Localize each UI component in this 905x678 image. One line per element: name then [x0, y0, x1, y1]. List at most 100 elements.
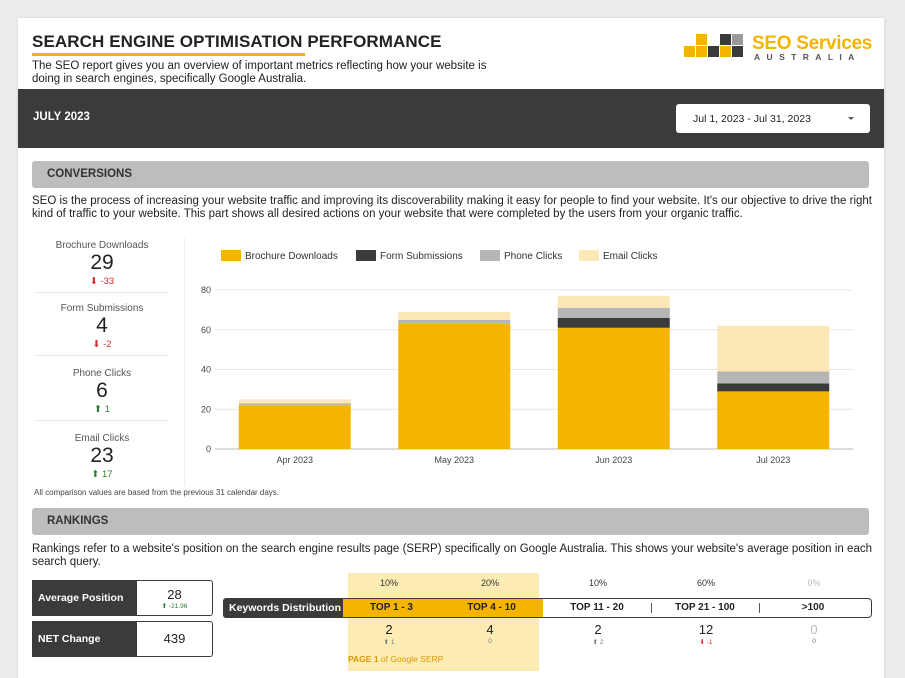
rankings-heading: RANKINGS [32, 508, 869, 535]
comparison-footnote: All comparison values are based from the… [34, 488, 280, 497]
legend-swatch [356, 250, 376, 261]
y-tick-label: 80 [201, 285, 211, 295]
bucket-count: 2 [594, 622, 602, 637]
legend-swatch [480, 250, 500, 261]
bar-segment [557, 317, 670, 328]
average-position-label: Average Position [32, 580, 142, 616]
bar-segment [238, 403, 351, 406]
chevron-down-icon[interactable] [848, 117, 854, 120]
logo-subtitle: AUSTRALIA [754, 52, 861, 62]
period-bar: JULY 2023 Jul 1, 2023 - Jul 31, 2023 [18, 89, 884, 148]
average-position-value-box: 28 ⬆ -21.96 [136, 580, 213, 616]
arrow-down-icon: ⬇ [92, 339, 101, 350]
bucket-delta: ⬇ -1 [699, 639, 713, 646]
legend-label: Email Clicks [603, 251, 657, 262]
bucket-delta: ⬆ 2 [592, 639, 604, 646]
keywords-distribution-buckets: TOP 1 - 3 TOP 4 - 10 TOP 11 - 20 TOP 21 … [343, 598, 872, 618]
bucket-count: 4 [486, 622, 494, 637]
bucket-percentage: 10% [379, 578, 398, 588]
y-tick-label: 40 [201, 365, 211, 375]
bar-segment [557, 307, 670, 318]
kpi-phone-clicks: Phone Clicks 6 ⬆ 1 [36, 363, 168, 421]
x-tick-label: Apr 2023 [276, 455, 313, 465]
arrow-down-icon: ⬇ [89, 276, 98, 287]
conversions-description: SEO is the process of increasing your we… [32, 195, 872, 220]
bucket-top-21-100: TOP 21 - 100 [675, 602, 735, 613]
date-range-value: Jul 1, 2023 - Jul 31, 2023 [693, 112, 811, 125]
average-position-delta: ⬆ -21.96 [161, 603, 188, 610]
kpi-label: Email Clicks [74, 433, 130, 444]
bar-segment [717, 325, 830, 372]
x-tick-label: May 2023 [434, 455, 474, 465]
kpi-delta: ⬇ -33 [89, 276, 115, 287]
bucket-delta: ⬆ 1 [383, 639, 395, 646]
kpi-label: Brochure Downloads [55, 240, 149, 251]
net-change-label: NET Change [32, 621, 142, 657]
bucket-percentage: 60% [696, 578, 715, 588]
bucket-top-11-20: TOP 11 - 20 [570, 602, 624, 613]
kpi-label: Form Submissions [60, 303, 144, 314]
legend-label: Phone Clicks [504, 251, 562, 262]
kpi-form-submissions: Form Submissions 4 ⬇ -2 [36, 298, 168, 356]
kpi-value: 4 [96, 314, 108, 337]
kpi-delta: ⬆ 17 [91, 469, 113, 480]
date-range-picker[interactable]: Jul 1, 2023 - Jul 31, 2023 [676, 104, 870, 133]
bucket-percentage: 20% [480, 578, 499, 588]
bar-segment [398, 319, 511, 324]
legend-label: Brochure Downloads [245, 251, 338, 262]
bar-segment [717, 371, 830, 384]
report-title: SEARCH ENGINE OPTIMISATION PERFORMANCE [32, 32, 442, 51]
report-month: JULY 2023 [33, 111, 90, 123]
serp-page-note: PAGE 1 of Google SERP [348, 654, 444, 664]
bucket-delta: 0 [812, 638, 816, 645]
kpi-delta: ⬆ 1 [94, 404, 110, 415]
bucket-count: 2 [385, 622, 393, 637]
bar-segment [238, 405, 351, 449]
bucket-top-4-10: TOP 4 - 10 [440, 599, 543, 617]
bar-segment [398, 323, 511, 449]
legend-swatch [221, 250, 241, 261]
y-tick-label: 20 [201, 404, 211, 414]
conversions-chart-svg: 0 20 40 60 80 Apr 2023 May 2023 Jun 2023 Jul 202… [201, 250, 853, 465]
kpi-delta: ⬇ -2 [92, 339, 112, 350]
average-position-value: 28 [167, 587, 182, 602]
bar-segment [717, 383, 830, 392]
conversions-heading: CONVERSIONS [32, 161, 869, 188]
conversions-chart: 0 20 40 60 80 Apr 2023 May 2023 Jun 2023 Jul 202… [184, 238, 873, 486]
bucket-percentage: 0% [807, 578, 821, 588]
bucket-percentage: 10% [588, 578, 607, 588]
legend-label: Form Submissions [380, 251, 463, 262]
arrow-up-icon: ⬆ [94, 404, 103, 415]
bucket-over-100: >100 [801, 602, 825, 613]
report-intro: The SEO report gives you an overview of … [32, 60, 487, 85]
bar-segment [398, 311, 511, 320]
net-change-value: 439 [136, 621, 213, 657]
kpi-email-clicks: Email Clicks 23 ⬆ 17 [36, 428, 168, 484]
bucket-separator [759, 603, 760, 613]
bucket-count: 0 [810, 622, 818, 637]
bucket-separator [651, 603, 652, 613]
y-tick-label: 0 [206, 444, 211, 454]
page-one-highlight [348, 573, 539, 671]
bar-segment [557, 327, 670, 449]
kpi-value: 29 [90, 251, 114, 274]
bar-segment [238, 399, 351, 404]
bar-segment [717, 391, 830, 449]
title-underline [32, 53, 305, 56]
bar-segment [557, 295, 670, 308]
bucket-top-1-3: TOP 1 - 3 [343, 599, 440, 617]
kpi-brochure-downloads: Brochure Downloads 29 ⬇ -33 [36, 235, 168, 293]
rankings-description: Rankings refer to a website's position o… [32, 543, 872, 568]
logo-wordmark: SEO Services [752, 33, 872, 54]
kpi-label: Phone Clicks [72, 368, 132, 379]
kpi-value: 6 [96, 379, 108, 402]
x-tick-label: Jun 2023 [595, 455, 632, 465]
bucket-delta: 0 [488, 638, 492, 645]
keywords-distribution-label: Keywords Distribution [223, 598, 345, 618]
report-page: SEARCH ENGINE OPTIMISATION PERFORMANCE T… [18, 18, 884, 678]
y-tick-label: 60 [201, 325, 211, 335]
arrow-up-icon: ⬆ [91, 469, 100, 480]
legend-swatch [579, 250, 599, 261]
bucket-count: 12 [698, 622, 714, 637]
kpi-value: 23 [90, 444, 114, 467]
